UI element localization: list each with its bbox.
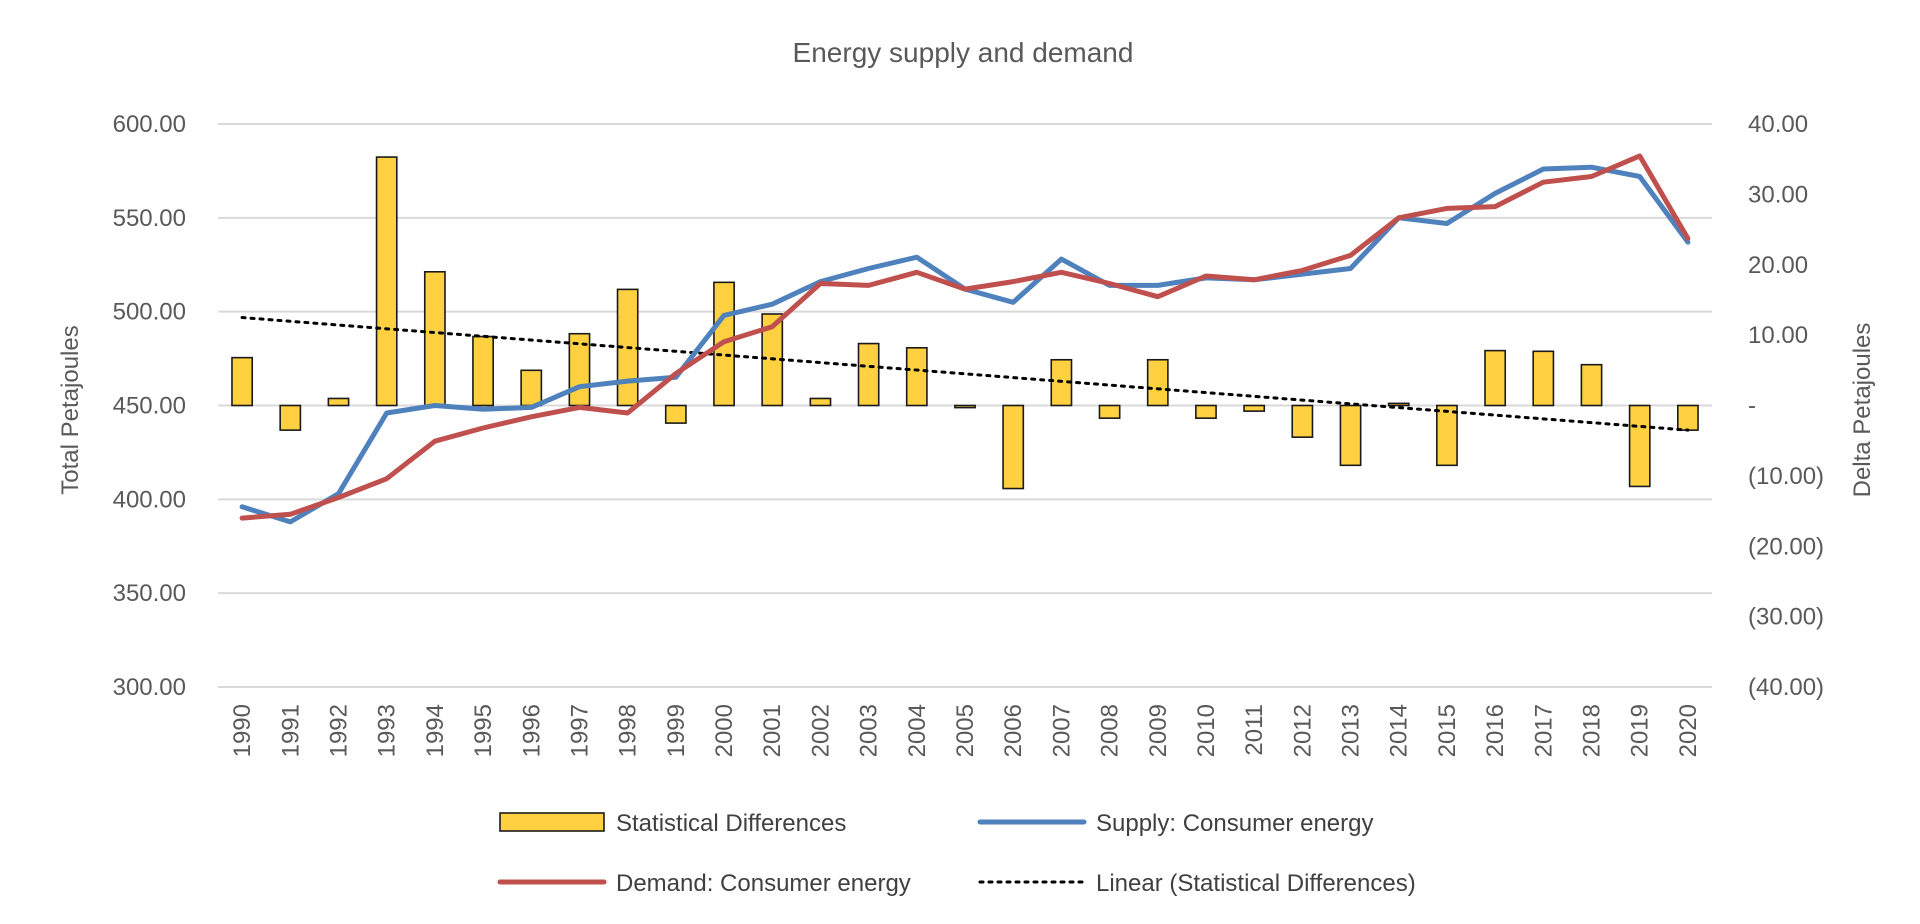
line-supply-consumer-energy (239, 164, 1691, 525)
bar-1993 (375, 156, 398, 407)
bar-1996 (520, 369, 543, 407)
x-tick-label: 2003 (856, 704, 883, 757)
right-axis-title: Delta Petajoules (1849, 323, 1876, 498)
bar-1992 (327, 397, 350, 407)
x-tick-label: 1993 (374, 704, 401, 757)
trendline-layer (240, 316, 1690, 432)
x-tick-label: 2008 (1097, 704, 1124, 757)
bar-2012 (1291, 404, 1314, 438)
left-axis-title: Total Petajoules (57, 325, 84, 494)
x-tick-label: 2005 (952, 704, 979, 757)
bar-1995 (472, 335, 494, 407)
x-tick-label: 1997 (566, 704, 593, 757)
legend: Statistical Differences Supply: Consumer … (497, 810, 1416, 897)
legend-label-demand-consumer-energy: Demand: Consumer energy (616, 870, 911, 897)
bar-1991 (279, 404, 302, 431)
x-tick-label: 2009 (1145, 704, 1172, 757)
bar-2019 (1628, 404, 1651, 488)
x-tick-label: 1999 (663, 704, 690, 757)
x-tick-label: 1990 (229, 704, 256, 757)
bar-2015 (1436, 404, 1458, 467)
x-tick-label: 2000 (711, 704, 738, 757)
x-tick-label: 2006 (1000, 704, 1027, 757)
bar-2002 (809, 397, 832, 407)
line-series-layer (239, 153, 1691, 525)
x-tick-label: 2001 (759, 704, 786, 757)
bar-2010 (1195, 404, 1217, 419)
gridlines (218, 123, 1712, 688)
bar-2008 (1098, 404, 1121, 419)
x-tick-label: 1998 (615, 704, 642, 757)
right-tick-label: - (1748, 393, 1756, 420)
bar-2014 (1387, 402, 1410, 407)
line-demand-consumer-energy (239, 153, 1691, 521)
legend-label-linear-statistical-differences: Linear (Statistical Differences) (1096, 870, 1416, 897)
left-tick-label: 400.00 (113, 486, 186, 513)
x-tick-label: 2010 (1193, 704, 1220, 757)
bar-2005 (954, 404, 976, 409)
trendline-statistical-differences (240, 316, 1690, 432)
bar-2017 (1532, 350, 1555, 407)
right-tick-label: (40.00) (1748, 674, 1824, 701)
x-axis: 1990 1991 1992 1993 1994 1995 1996 1997 1998 1999… (229, 704, 1702, 757)
left-tick-label: 450.00 (113, 393, 186, 420)
x-tick-label: 2012 (1289, 704, 1316, 757)
right-tick-label: 40.00 (1748, 111, 1808, 138)
x-tick-label: 2007 (1048, 704, 1075, 757)
legend-label-supply-consumer-energy: Supply: Consumer energy (1096, 810, 1373, 837)
right-tick-label: (30.00) (1748, 604, 1824, 631)
x-tick-label: 1992 (325, 704, 352, 757)
bar-2013 (1339, 404, 1362, 467)
legend-swatch-statistical-differences (499, 812, 605, 832)
x-tick-label: 1995 (470, 704, 497, 757)
bar-2009 (1146, 358, 1169, 407)
x-tick-label: 2002 (807, 704, 834, 757)
bar-2018 (1580, 363, 1603, 407)
x-tick-label: 2018 (1579, 704, 1606, 757)
left-tick-label: 600.00 (113, 111, 186, 138)
x-tick-label: 2016 (1482, 704, 1509, 757)
chart-title: Energy supply and demand (793, 37, 1134, 68)
left-tick-label: 350.00 (113, 580, 186, 607)
x-tick-label: 2020 (1675, 704, 1702, 757)
left-tick-label: 500.00 (113, 299, 186, 326)
legend-label-statistical-differences: Statistical Differences (616, 810, 846, 837)
x-tick-label: 2017 (1530, 704, 1557, 757)
right-tick-label: 30.00 (1748, 181, 1808, 208)
bar-2006 (1002, 404, 1025, 490)
x-tick-label: 2019 (1627, 704, 1654, 757)
x-tick-label: 1991 (277, 704, 304, 757)
x-tick-label: 1994 (422, 704, 449, 757)
x-tick-label: 2015 (1434, 704, 1461, 757)
bar-2016 (1484, 349, 1507, 407)
bar-2004 (905, 346, 928, 407)
bar-2011 (1243, 404, 1266, 412)
x-tick-label: 2011 (1241, 704, 1268, 756)
x-tick-label: 1996 (518, 704, 545, 757)
right-tick-label: 10.00 (1748, 322, 1808, 349)
right-tick-label: (20.00) (1748, 533, 1824, 560)
x-tick-label: 2014 (1386, 704, 1413, 757)
left-tick-label: 300.00 (113, 674, 186, 701)
left-axis: 300.00 350.00 400.00 450.00 500.00 550.00 600.… (113, 111, 186, 701)
right-tick-label: (10.00) (1748, 463, 1824, 490)
x-tick-label: 2004 (904, 704, 931, 757)
x-tick-label: 2013 (1338, 704, 1365, 757)
bar-2003 (857, 342, 880, 407)
left-tick-label: 550.00 (113, 205, 186, 232)
bar-1999 (664, 404, 687, 424)
right-axis: (40.00) (30.00) (20.00) (10.00) - 10.00 20.00 3… (1748, 111, 1824, 701)
bar-1990 (231, 356, 254, 407)
bar-1994 (423, 270, 446, 407)
right-tick-label: 20.00 (1748, 252, 1808, 279)
bar-2020 (1676, 404, 1699, 431)
